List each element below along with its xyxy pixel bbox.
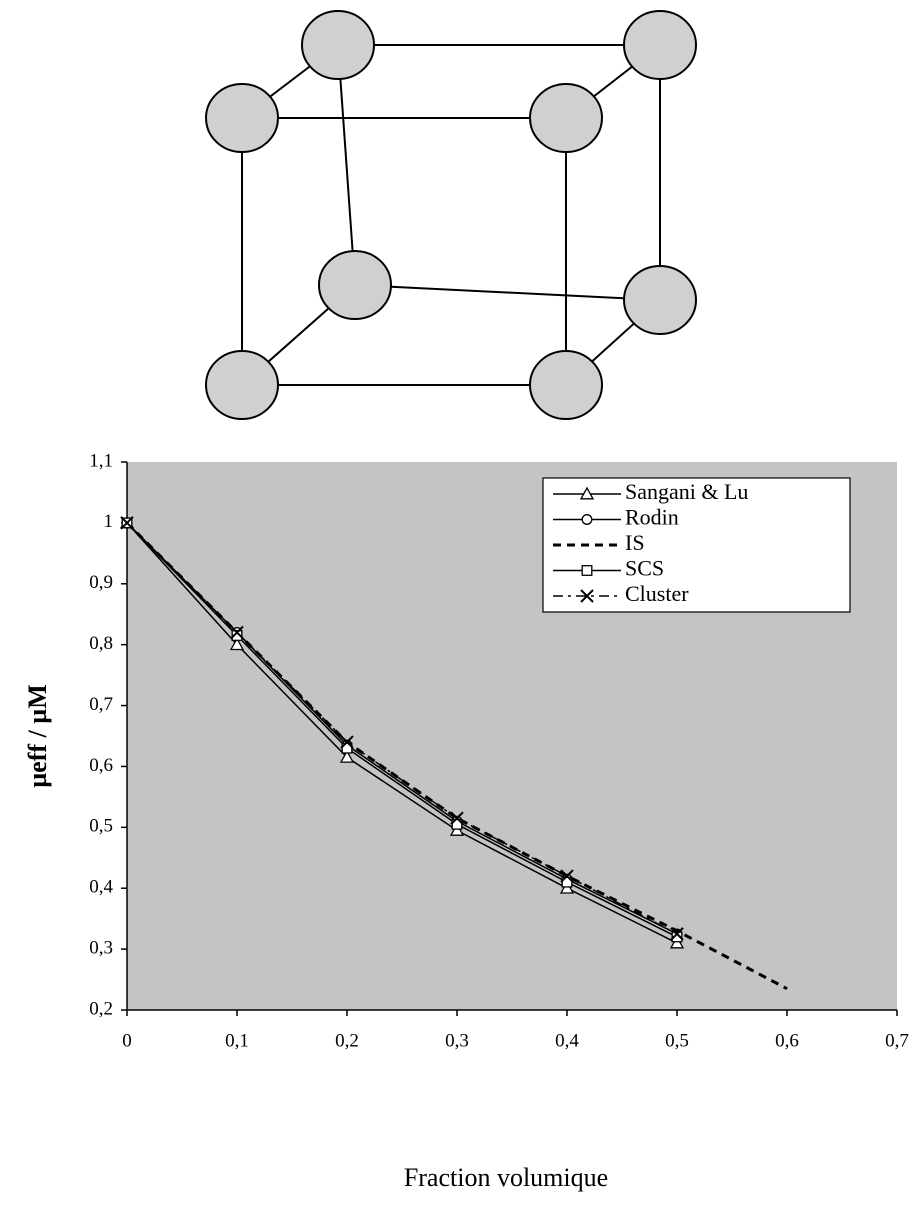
legend-label: Cluster xyxy=(625,581,689,606)
marker xyxy=(229,637,245,651)
marker xyxy=(581,565,593,576)
marker xyxy=(120,516,134,530)
marker xyxy=(559,880,575,894)
series-line xyxy=(126,522,678,935)
legend-box xyxy=(542,477,851,613)
sphere xyxy=(301,10,375,80)
sphere xyxy=(623,265,697,335)
sphere xyxy=(623,10,697,80)
marker xyxy=(670,927,684,941)
y-tick-label: 0,9 xyxy=(89,572,113,593)
y-tick-label: 1 xyxy=(104,511,114,532)
marker xyxy=(671,931,683,943)
x-tick-label: 0,4 xyxy=(555,1030,579,1051)
y-tick-label: 0,3 xyxy=(89,937,113,958)
y-tick-label: 0,4 xyxy=(89,877,113,898)
x-tick-label: 0,5 xyxy=(665,1030,689,1051)
x-tick-label: 0,1 xyxy=(225,1030,249,1051)
y-axis-label: µeff / µM xyxy=(23,684,52,788)
x-tick-label: 0 xyxy=(122,1030,132,1051)
y-tick-label: 0,2 xyxy=(89,998,113,1019)
marker xyxy=(230,625,244,640)
cube-diagram xyxy=(205,10,697,420)
marker xyxy=(579,486,595,500)
x-tick-label: 0,3 xyxy=(445,1030,469,1051)
marker xyxy=(449,823,465,836)
legend-label: Rodin xyxy=(625,505,679,530)
y-tick-label: 0,5 xyxy=(89,816,113,837)
sphere xyxy=(529,83,603,153)
front-face xyxy=(241,117,567,386)
x-axis-label: Fraction volumique xyxy=(404,1163,608,1192)
legend-label: SCS xyxy=(625,556,664,581)
x-tick-label: 0,7 xyxy=(885,1030,909,1051)
marker xyxy=(231,630,243,641)
y-tick-label: 1,1 xyxy=(89,450,113,471)
series-line xyxy=(126,522,678,944)
marker xyxy=(669,935,685,949)
marker xyxy=(560,869,574,883)
y-tick-label: 0,8 xyxy=(89,633,113,654)
marker xyxy=(340,735,354,749)
legend-label: Sangani & Lu xyxy=(625,479,748,504)
y-tick-label: 0,6 xyxy=(89,755,113,776)
marker xyxy=(580,589,594,603)
y-tick-label: 0,7 xyxy=(89,694,113,715)
sphere xyxy=(205,83,279,153)
x-tick-label: 0,6 xyxy=(775,1030,799,1051)
marker xyxy=(450,811,464,825)
sphere xyxy=(205,350,279,420)
sphere xyxy=(318,250,392,320)
x-tick-label: 0,2 xyxy=(335,1030,359,1051)
sphere xyxy=(529,350,603,420)
marker xyxy=(581,514,593,525)
marker xyxy=(339,749,355,763)
series-line xyxy=(126,522,678,938)
legend-label: IS xyxy=(625,530,645,555)
